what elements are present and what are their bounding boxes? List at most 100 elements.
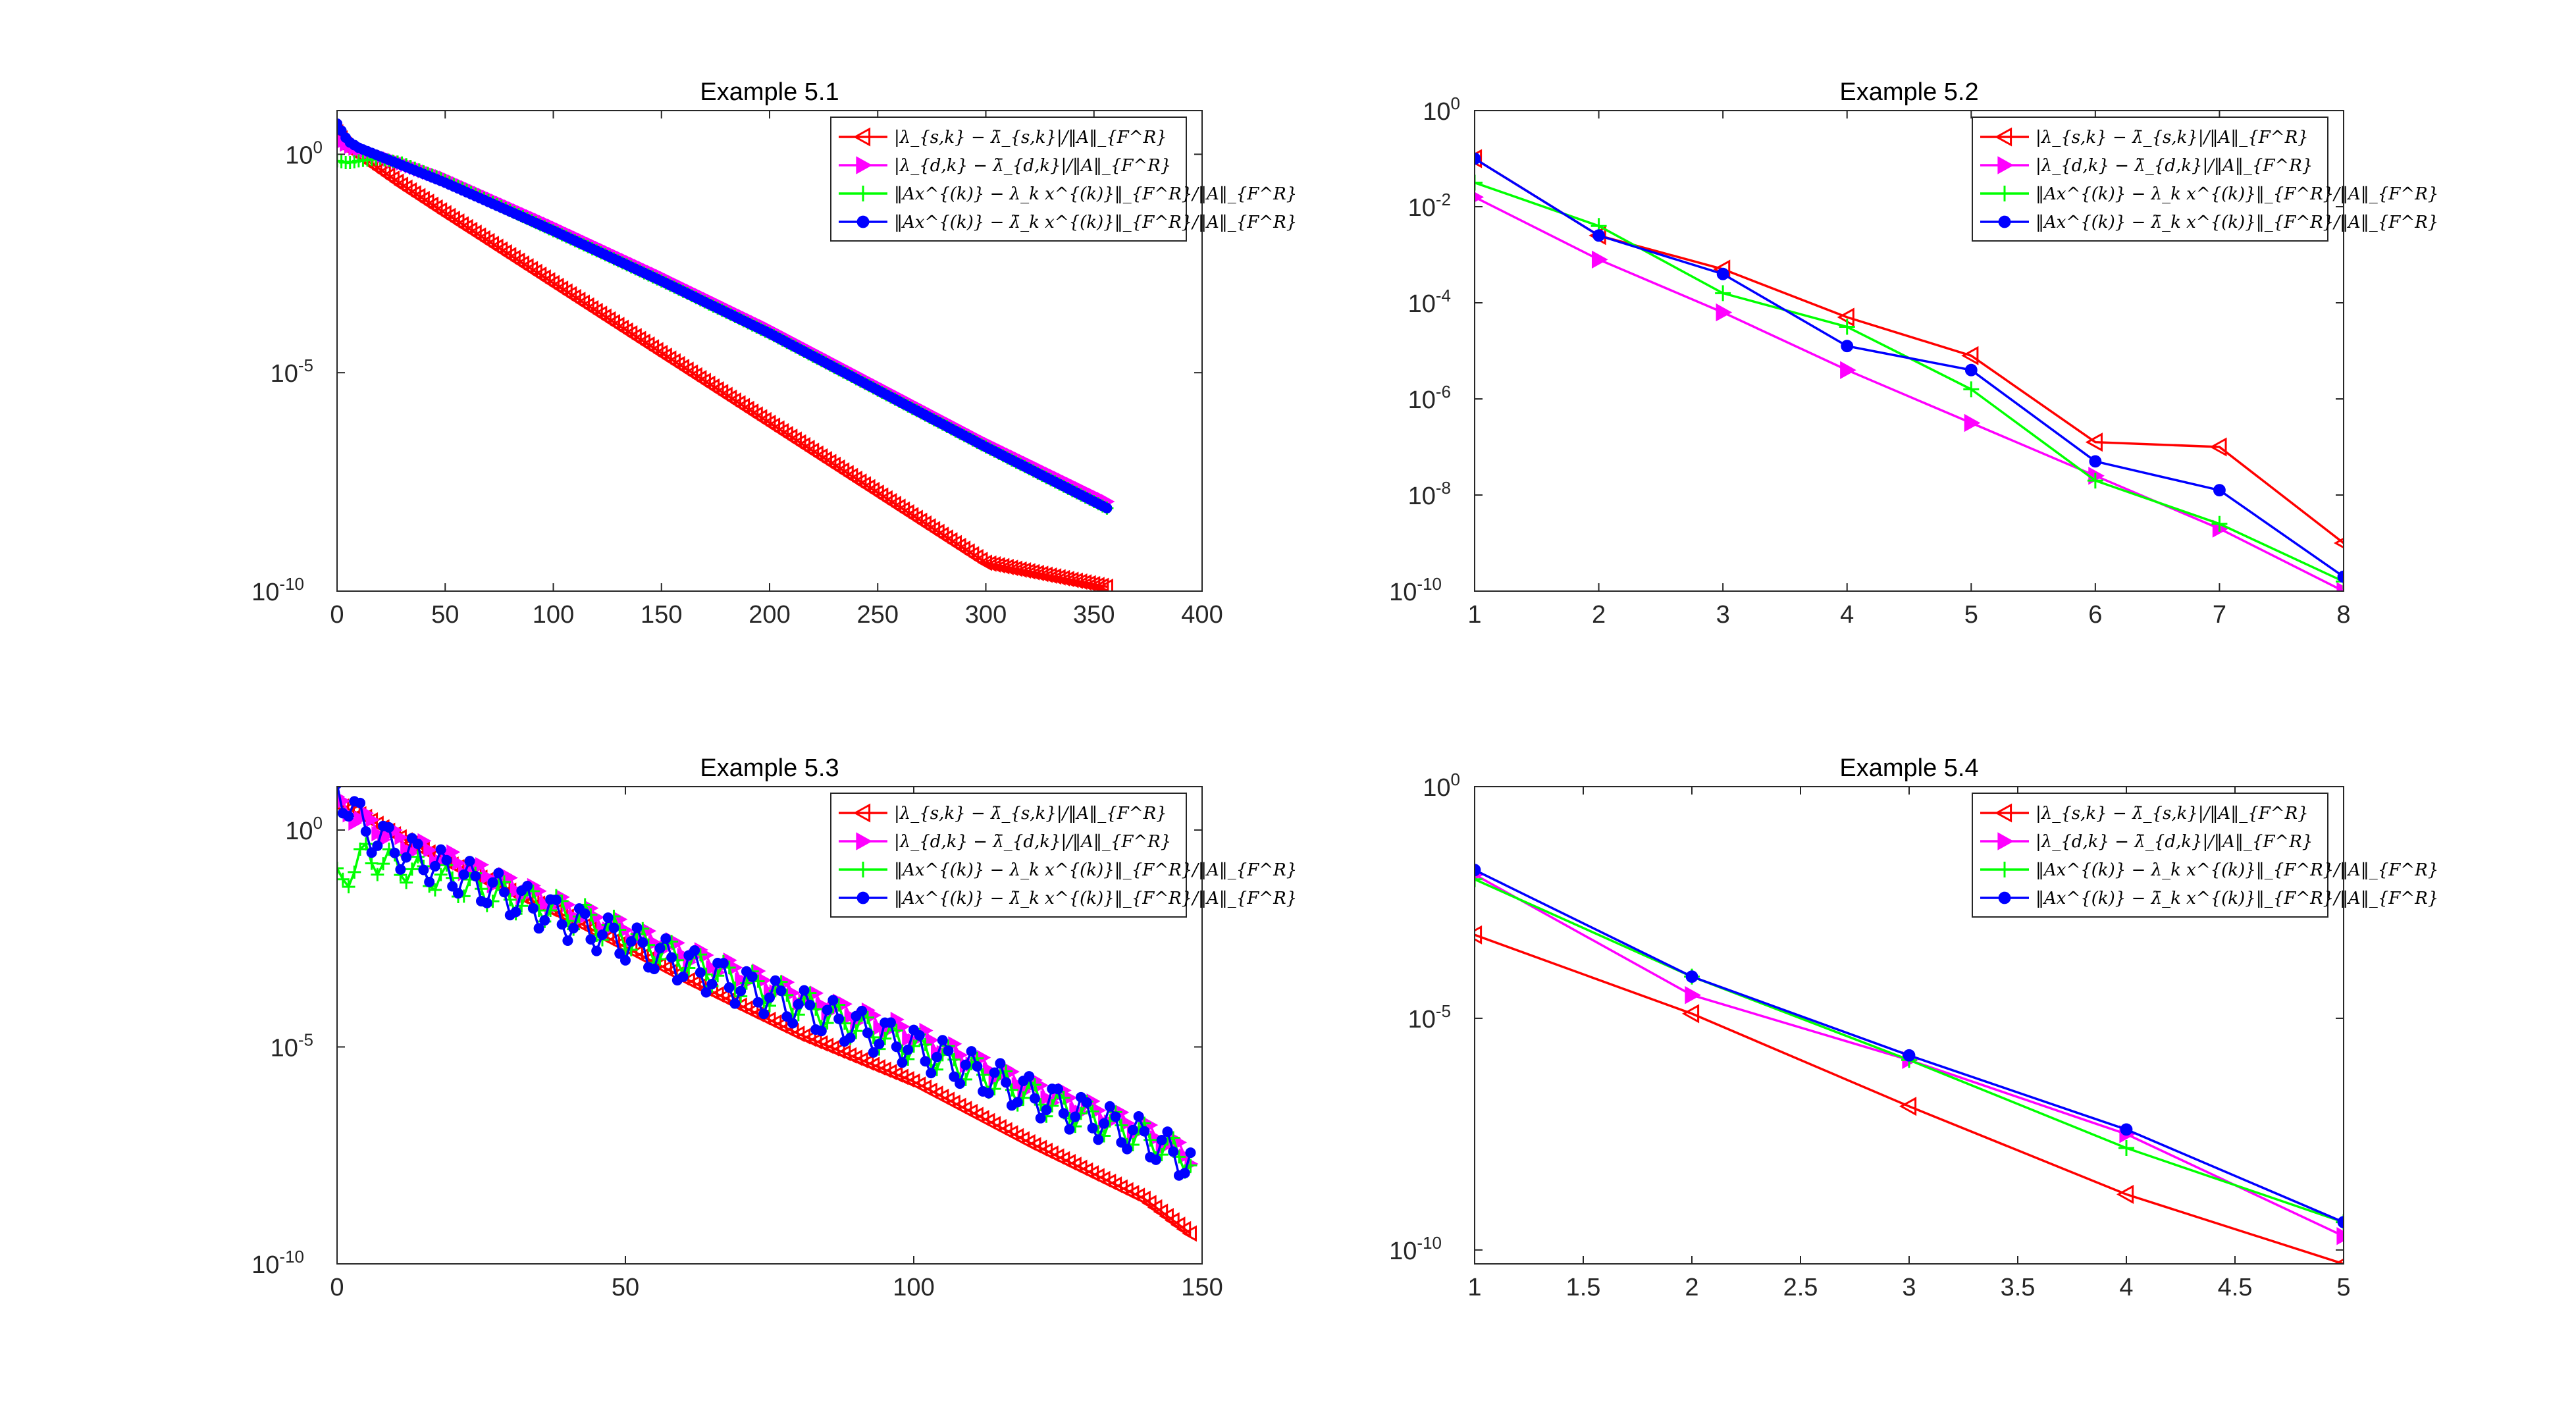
x-tick-label: 100 (893, 1274, 934, 1301)
data-point-4 (729, 998, 741, 1009)
data-point-4 (943, 1045, 954, 1057)
data-point-4 (562, 935, 573, 946)
x-tick-label: 2.5 (1783, 1274, 1818, 1301)
legend: |λ_{s,k} − λ̄_{s,k}|/‖A‖_{F^R} |λ_{d,k} −… (830, 117, 1297, 242)
legend-label: ‖Ax^{(k)} − λ̄_k x^{(k)}‖_{F^R}/‖A‖_{F^R… (894, 213, 1297, 232)
legend-label: ‖Ax^{(k)} − λ̄_k x^{(k)}‖_{F^R}/‖A‖_{F^R… (2036, 889, 2438, 908)
data-point-4 (1122, 1143, 1133, 1155)
legend-label: |λ_{s,k} − λ̄_{s,k}|/‖A‖_{F^R} (894, 128, 1167, 147)
data-point-4 (2213, 484, 2226, 497)
x-tick-label: 7 (2213, 601, 2226, 629)
y-tick-label: 10-6 (1408, 382, 1451, 414)
data-point-4 (355, 797, 366, 808)
series-4 (337, 787, 1196, 1181)
data-point-2 (1964, 413, 1981, 432)
data-point-4 (1104, 1101, 1115, 1112)
data-point-2 (1685, 986, 1702, 1005)
data-point-1 (2333, 537, 2344, 549)
y-tick-label: 10-10 (251, 1247, 304, 1279)
y-tick-label: 10-2 (1408, 190, 1451, 222)
legend-marker (855, 186, 871, 201)
y-tick-label: 10-5 (271, 1030, 313, 1062)
legend: |λ_{s,k} − λ̄_{s,k}|/‖A‖_{F^R} |λ_{d,k} −… (1972, 117, 2438, 242)
data-point-4 (2120, 1123, 2133, 1136)
series-group (337, 787, 1199, 1242)
data-point-2 (394, 829, 409, 845)
series-line-4 (1475, 157, 2344, 578)
data-point-4 (458, 869, 469, 880)
data-point-4 (689, 945, 700, 956)
data-point-4 (723, 982, 735, 993)
data-point-3 (791, 1008, 805, 1022)
data-point-4 (452, 888, 463, 899)
data-point-4 (932, 1051, 943, 1062)
data-point-4 (833, 1013, 845, 1024)
data-point-4 (424, 876, 435, 887)
data-point-2 (452, 855, 467, 871)
data-point-4 (625, 936, 637, 947)
data-point-4 (960, 1059, 971, 1070)
data-point-4 (591, 945, 602, 956)
data-point-4 (868, 1047, 879, 1058)
data-point-4 (1064, 1124, 1075, 1135)
data-point-3 (2087, 473, 2103, 489)
x-tick-label: 5 (2336, 1274, 2350, 1301)
data-point-4 (874, 1038, 885, 1049)
data-point-4 (550, 894, 562, 905)
chart-panel-4: 1 1.5 2 2.5 3 3.5 4 4.5 5 100 10-5 10-10 Example 5.4… (1389, 754, 2438, 1301)
legend-marker (856, 891, 870, 904)
axis-frame (336, 786, 1203, 1265)
x-tick-label: 3 (1716, 601, 1730, 629)
data-point-4 (608, 922, 619, 933)
data-point-1 (2085, 432, 2103, 452)
y-tick-label: 10-10 (1389, 574, 1442, 606)
legend-label: |λ_{s,k} − λ̄_{s,k}|/‖A‖_{F^R} (2036, 128, 2309, 147)
data-point-3 (544, 904, 558, 918)
y-tick-label: 10-5 (271, 355, 313, 388)
data-point-4 (418, 864, 429, 875)
data-point-1 (1899, 1097, 1917, 1116)
data-point-4 (1139, 1126, 1150, 1137)
data-point-4 (2089, 455, 2102, 468)
data-point-4 (568, 922, 579, 933)
legend-marker (1997, 186, 2012, 201)
data-point-4 (401, 852, 412, 863)
data-point-2 (423, 842, 438, 858)
data-point-4 (706, 978, 718, 989)
data-point-4 (747, 971, 758, 982)
data-point-4 (620, 954, 631, 966)
data-point-1 (1098, 578, 1113, 591)
data-point-4 (1162, 1126, 1173, 1137)
legend-label: ‖Ax^{(k)} − λ̄_k x^{(k)}‖_{F^R}/‖A‖_{F^R… (894, 889, 1297, 908)
data-point-4 (1029, 1093, 1040, 1104)
data-point-3 (337, 862, 344, 875)
data-point-4 (1041, 1105, 1052, 1116)
data-point-4 (556, 919, 567, 930)
axis-frame (1474, 110, 2344, 592)
data-point-4 (2337, 1216, 2344, 1229)
data-point-4 (983, 1087, 994, 1099)
data-point-1 (2333, 1258, 2344, 1264)
data-point-4 (1024, 1071, 1035, 1082)
x-tick-label: 200 (749, 601, 790, 629)
data-point-3 (1715, 285, 1731, 301)
data-point-4 (366, 847, 377, 858)
data-point-4 (926, 1068, 937, 1079)
y-tick-label: 10-10 (251, 574, 304, 606)
data-point-3 (365, 856, 379, 870)
data-point-4 (429, 860, 440, 872)
y-tick-label: 10-4 (1408, 286, 1451, 318)
data-point-4 (1093, 1134, 1104, 1145)
data-point-4 (955, 1078, 966, 1089)
data-point-4 (372, 840, 383, 851)
legend-marker (855, 862, 871, 877)
data-point-4 (758, 1008, 770, 1020)
legend-label: |λ_{d,k} − λ̄_{d,k}|/‖A‖_{F^R} (894, 832, 1171, 852)
data-point-4 (862, 1028, 873, 1039)
x-tick-label: 0 (330, 601, 344, 629)
data-point-4 (770, 975, 781, 986)
data-point-4 (781, 1011, 793, 1022)
data-point-4 (1179, 1168, 1190, 1179)
x-tick-label: 100 (533, 601, 574, 629)
data-point-3 (498, 875, 512, 889)
